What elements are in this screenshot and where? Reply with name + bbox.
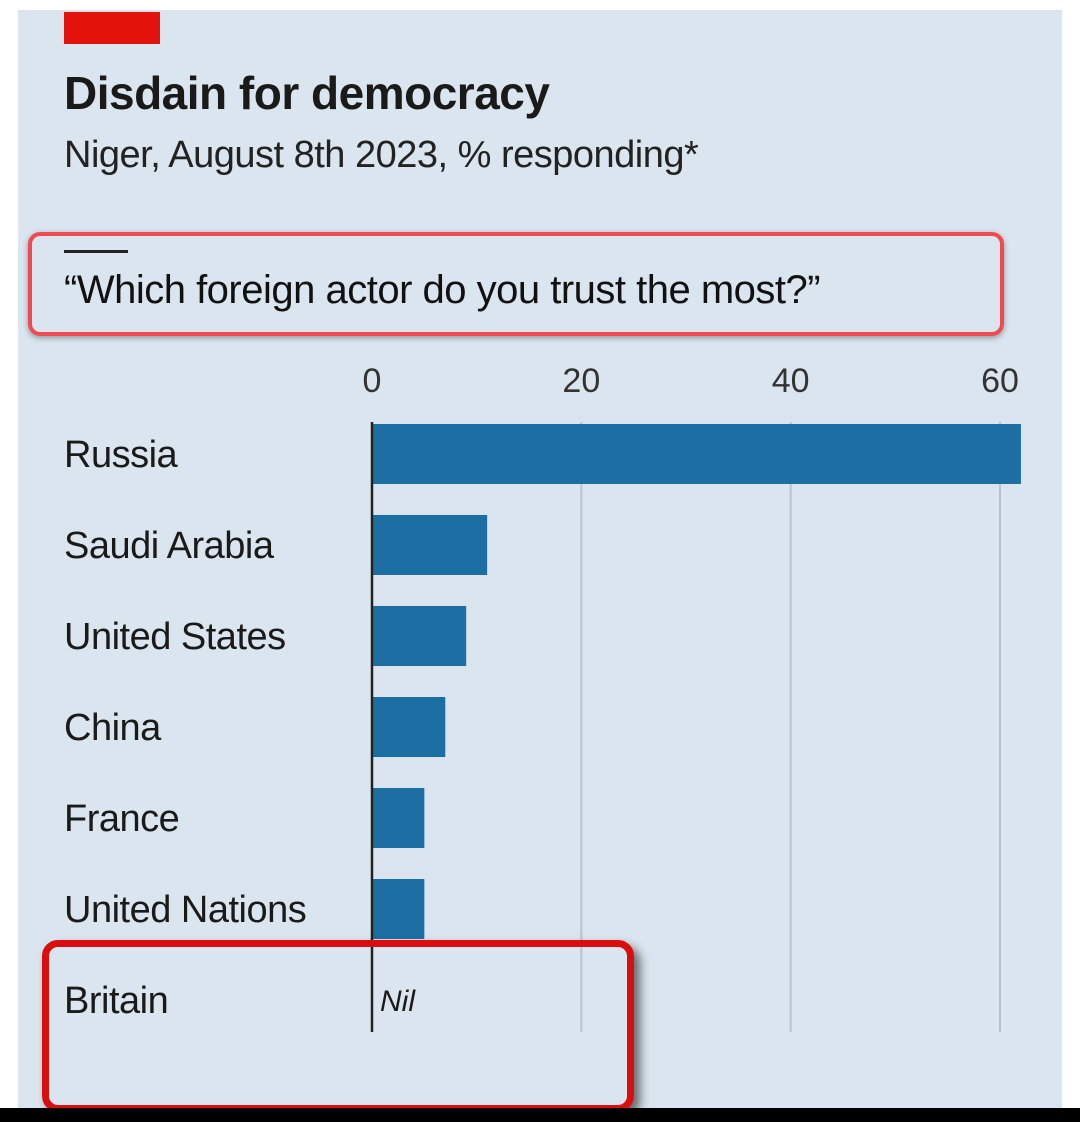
question-highlight-box	[28, 232, 1004, 336]
category-label-britain: Britain	[64, 980, 168, 1022]
brand-accent-tag	[64, 12, 160, 44]
category-label-france: France	[64, 798, 179, 840]
bar-saudi-arabia	[372, 515, 488, 575]
chart-subtitle: Niger, August 8th 2023, % responding*	[64, 134, 699, 176]
bar-united-states	[372, 606, 467, 666]
value-label-britain: Nil	[380, 985, 416, 1018]
bottom-bar	[0, 1108, 1080, 1122]
bar-chart: 0 20 40 60 Russia Saudi Arabia United States Ch…	[64, 362, 1021, 1032]
bar-china	[372, 697, 446, 757]
question-rule	[64, 250, 128, 253]
chart-title: Disdain for democracy	[64, 67, 550, 119]
category-label-china: China	[64, 707, 162, 749]
bar-france	[372, 788, 425, 848]
bar-united-nations	[372, 879, 425, 939]
category-label-united-states: United States	[64, 616, 286, 658]
chart-card: Disdain for democracy Niger, August 8th …	[18, 10, 1062, 1112]
category-label-united-nations: United Nations	[64, 889, 306, 931]
category-label-saudi-arabia: Saudi Arabia	[64, 525, 275, 567]
x-tick-label-20: 20	[562, 362, 600, 400]
x-tick-label-60: 60	[981, 362, 1019, 400]
britain-highlight-box	[42, 940, 634, 1112]
survey-question: “Which foreign actor do you trust the mo…	[64, 268, 821, 312]
category-label-russia: Russia	[64, 434, 179, 476]
x-tick-label-40: 40	[772, 362, 810, 400]
bar-russia	[372, 424, 1021, 484]
x-tick-label-0: 0	[363, 362, 382, 400]
